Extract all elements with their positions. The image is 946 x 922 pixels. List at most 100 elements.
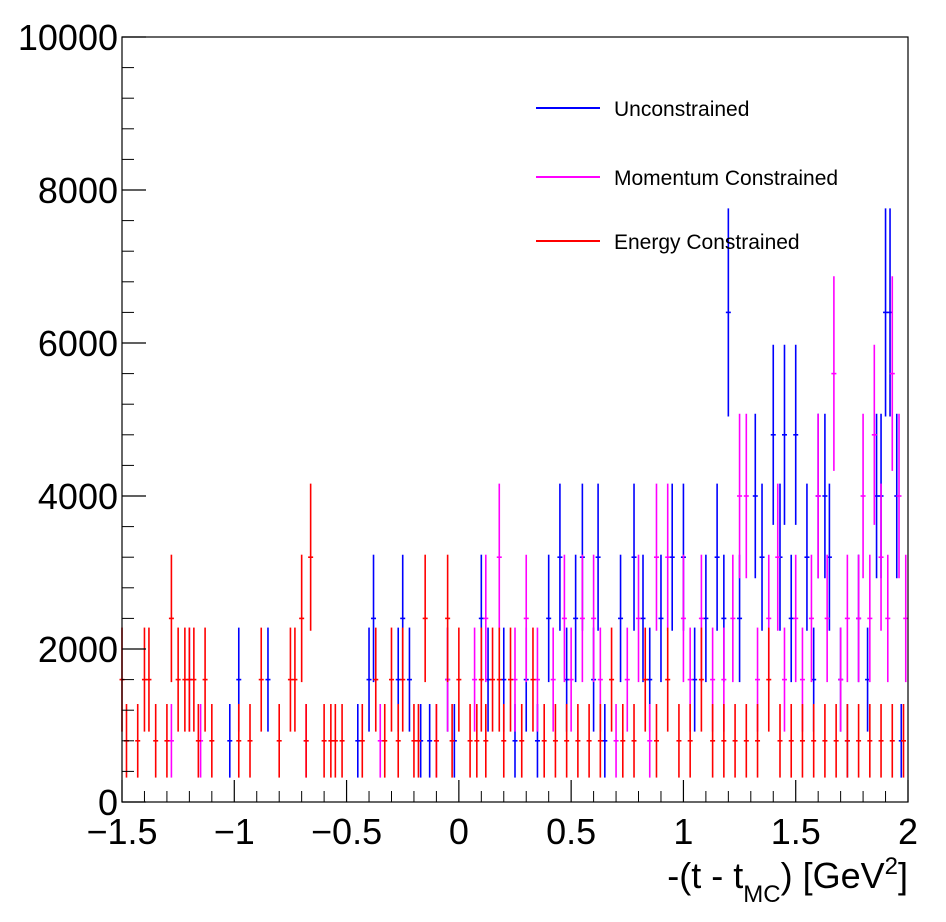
data-point	[602, 704, 608, 778]
data-point	[781, 344, 787, 525]
legend-label: Energy Constrained	[614, 231, 800, 254]
data-point	[299, 554, 305, 683]
data-point	[856, 554, 862, 683]
data-point	[653, 704, 659, 778]
data-point	[236, 704, 242, 778]
x-tick-label: −0.5	[311, 811, 382, 852]
data-point	[752, 413, 758, 579]
x-axis-title: -(t - tMC) [GeV2]	[667, 853, 908, 908]
data-point	[523, 554, 529, 683]
data-point	[388, 627, 394, 732]
legend-item: Unconstrained	[536, 98, 749, 121]
data-point	[182, 627, 188, 732]
data-point	[766, 627, 772, 732]
data-point	[411, 704, 417, 778]
data-point	[541, 704, 547, 778]
data-point	[743, 704, 749, 778]
data-point	[804, 483, 810, 631]
data-point	[550, 627, 556, 732]
data-point	[878, 704, 884, 778]
data-point	[799, 704, 805, 778]
series-energy-constrained	[119, 483, 907, 778]
data-point	[135, 704, 141, 778]
data-point	[483, 554, 489, 683]
data-point	[856, 704, 862, 778]
data-point	[721, 704, 727, 778]
data-point	[546, 554, 552, 683]
data-point	[568, 627, 574, 732]
x-axis-title-sup: 2	[885, 853, 898, 880]
data-point	[332, 704, 338, 778]
data-point	[698, 627, 704, 732]
data-point	[373, 627, 379, 732]
data-point	[714, 483, 720, 631]
x-tick-label: 2	[898, 811, 918, 852]
data-point	[591, 554, 597, 683]
data-point	[247, 704, 253, 778]
x-tick-label: 0	[449, 811, 469, 852]
data-point	[833, 704, 839, 778]
data-point	[382, 704, 388, 778]
data-point	[168, 554, 174, 683]
data-point	[703, 554, 709, 683]
data-point	[793, 344, 799, 525]
data-point	[710, 704, 716, 778]
data-point	[808, 554, 814, 683]
data-point	[676, 704, 682, 778]
data-point	[844, 554, 850, 683]
data-point	[811, 704, 817, 778]
data-point	[636, 554, 642, 683]
data-point	[867, 704, 873, 778]
data-point	[889, 704, 895, 778]
plot-area	[119, 208, 909, 778]
data-point	[680, 554, 686, 683]
data-point	[755, 704, 761, 778]
data-point	[896, 413, 902, 579]
data-point	[687, 704, 693, 778]
data-point	[647, 704, 653, 778]
data-point	[276, 704, 282, 778]
data-point	[303, 704, 309, 778]
data-point	[831, 276, 837, 471]
data-point	[777, 704, 783, 778]
data-point	[534, 627, 540, 732]
data-point	[449, 704, 455, 778]
data-point	[186, 627, 192, 732]
data-point	[692, 627, 698, 732]
data-point	[168, 704, 174, 778]
x-axis-title-post: ]	[898, 855, 908, 896]
data-point	[822, 413, 828, 579]
data-point	[422, 554, 428, 683]
data-point	[287, 627, 293, 732]
data-point	[321, 704, 327, 778]
data-point	[415, 704, 421, 778]
x-axis-title-pre: -(t - t	[667, 855, 743, 896]
data-point	[889, 276, 895, 471]
legend-item: Energy Constrained	[536, 231, 800, 254]
legend-item: Momentum Constrained	[536, 167, 838, 190]
x-axis-title-mid: ) [GeV	[781, 855, 885, 896]
data-point	[377, 704, 383, 778]
data-point	[400, 627, 406, 732]
data-point	[175, 627, 181, 732]
data-point	[366, 627, 372, 732]
data-point	[209, 704, 215, 778]
data-point	[328, 704, 334, 778]
x-tick-label: −1	[214, 811, 255, 852]
data-point	[164, 704, 170, 778]
data-point	[867, 554, 873, 683]
data-point	[613, 704, 619, 778]
data-point	[737, 413, 743, 579]
data-point	[618, 554, 624, 683]
data-point	[227, 704, 233, 778]
data-point	[490, 627, 496, 732]
data-point	[146, 627, 152, 732]
series-momentum-constrained	[168, 276, 909, 778]
data-point	[640, 554, 646, 683]
data-point	[512, 627, 518, 732]
data-point	[508, 627, 514, 732]
data-point	[557, 483, 563, 631]
plot-frame	[121, 36, 909, 803]
